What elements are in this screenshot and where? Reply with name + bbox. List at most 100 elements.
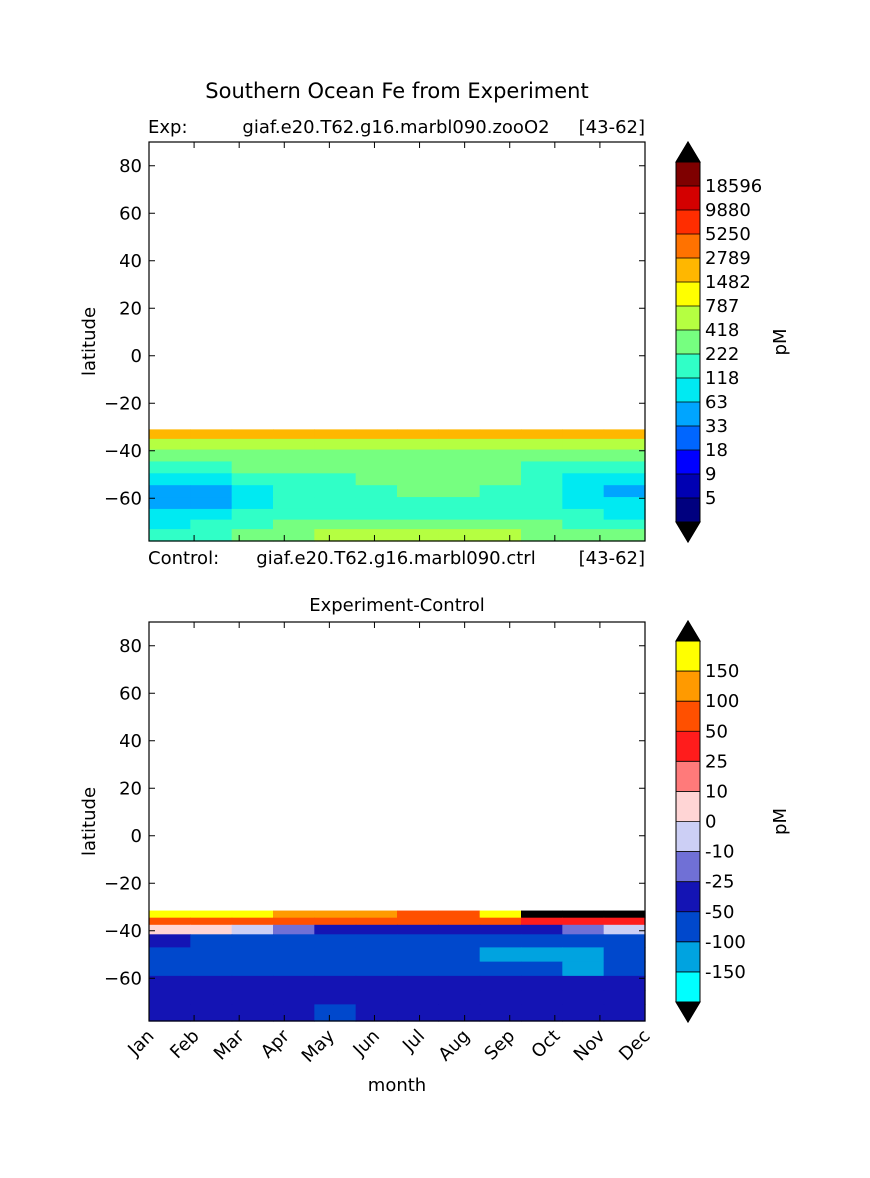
heatmap-cell [562, 497, 605, 510]
heatmap-cell [562, 438, 605, 451]
heatmap-cell [438, 917, 481, 926]
heatmap-cell [355, 449, 398, 463]
colorbar-swatch [676, 671, 700, 702]
y-tick-label: 60 [119, 683, 142, 704]
heatmap-cell [314, 449, 357, 463]
heatmap-cell [149, 961, 191, 977]
heatmap-cell [190, 429, 233, 440]
heatmap-cell [562, 917, 605, 926]
heatmap-cell [479, 449, 522, 463]
heatmap-cell [273, 438, 315, 451]
heatmap-cell [521, 910, 563, 919]
ctrl-case: giaf.e20.T62.g16.marbl090.ctrl [256, 548, 535, 569]
colorbar-swatch [676, 881, 700, 913]
heatmap-cell [562, 449, 605, 463]
x-tick-label: Mar [210, 1025, 249, 1064]
heatmap-cell [231, 1004, 274, 1022]
x-tick-label: Jun [349, 1026, 384, 1061]
x-tick-label: Oct [527, 1026, 564, 1063]
heatmap-cell [562, 429, 605, 440]
heatmap-cell [603, 438, 646, 451]
heatmap-cell [231, 473, 274, 486]
heatmap-cell [562, 473, 605, 486]
heatmap-cell [603, 910, 646, 919]
x-tick-label: Aug [434, 1026, 474, 1066]
colorbar-swatch [676, 402, 700, 427]
colorbar-tick-label: 100 [705, 691, 739, 712]
y-tick-label: −20 [104, 393, 142, 414]
colorbar-swatch [676, 731, 700, 762]
y-tick-label: −40 [104, 921, 142, 942]
heatmap-cell [521, 947, 563, 963]
heatmap-cell [479, 519, 522, 530]
heatmap-cell [314, 961, 357, 977]
heatmap-cells [149, 429, 646, 542]
y-tick-label: 80 [119, 156, 142, 177]
heatmap-cell [521, 497, 563, 510]
heatmap-cell [603, 990, 646, 1005]
heatmap-cell [438, 438, 481, 451]
heatmap-cell [397, 917, 439, 926]
heatmap-cell [149, 519, 191, 530]
heatmap-cell [273, 947, 315, 963]
heatmap-cell [273, 910, 315, 919]
heatmap-cell [231, 508, 274, 521]
difference-panel: 80 60 40 20 0 −20 −40 −60 Jan Feb Mar Apr May Jun Jul A… [79, 620, 791, 1096]
heatmap-cell [603, 473, 646, 486]
heatmap-cell [231, 519, 274, 530]
x-tick-label: Feb [166, 1026, 203, 1063]
colorbar: 18596 9880 5250 2789 1482 787 418 222 118 63 33 18 9… [675, 141, 791, 543]
colorbar-swatch [676, 378, 700, 403]
heatmap-cell [231, 924, 274, 935]
y-tick-label: 80 [119, 636, 142, 657]
heatmap-cell [273, 924, 315, 935]
heatmap-cell [603, 449, 646, 463]
heatmap-cell [479, 529, 522, 542]
heatmap-cell [314, 910, 357, 919]
heatmap-cell [314, 519, 357, 530]
heatmap-cell [190, 449, 233, 463]
heatmap-cell [562, 961, 605, 977]
heatmap-cell [355, 1004, 398, 1022]
colorbar-swatch [676, 162, 700, 187]
heatmap-cell [479, 924, 522, 935]
heatmap-cell [562, 934, 605, 948]
heatmap-cell [479, 473, 522, 486]
heatmap-cell [397, 910, 439, 919]
colorbar-swatch [676, 641, 700, 672]
heatmap-cell [397, 461, 439, 474]
y-tick-label: 0 [131, 826, 142, 847]
heatmap-cell [314, 1004, 357, 1022]
heatmap-cell [149, 975, 191, 991]
colorbar-extend-bottom [675, 521, 701, 543]
colorbar-tick-label: -150 [705, 962, 746, 983]
heatmap-cell [521, 990, 563, 1005]
heatmap-cell [149, 910, 191, 919]
heatmap-cell [521, 519, 563, 530]
heatmap-cell [397, 529, 439, 542]
heatmap-cell [355, 497, 398, 510]
heatmap-cell [273, 473, 315, 486]
heatmap-cell [438, 990, 481, 1005]
colorbar-swatch [676, 186, 700, 211]
heatmap-cell [438, 529, 481, 542]
colorbar-tick-label: 2789 [705, 248, 751, 269]
x-tick-label: May [298, 1025, 339, 1066]
heatmap-cell [273, 975, 315, 991]
heatmap-cell [521, 961, 563, 977]
colorbar-tick-label: 787 [705, 296, 739, 317]
heatmap-cell [355, 990, 398, 1005]
x-tick-label: Apr [257, 1025, 294, 1062]
colorbar-swatch [676, 791, 700, 822]
colorbar-swatch [676, 258, 700, 283]
x-tick-label: Jan [123, 1026, 158, 1061]
colorbar-swatch [676, 498, 700, 523]
heatmap-cell [355, 961, 398, 977]
heatmap-cell [314, 461, 357, 474]
heatmap-cell [273, 508, 315, 521]
heatmap-cell [603, 961, 646, 977]
heatmap-cell [231, 975, 274, 991]
heatmap-cell [231, 429, 274, 440]
y-tick-label: −60 [104, 488, 142, 509]
heatmap-cell [479, 961, 522, 977]
